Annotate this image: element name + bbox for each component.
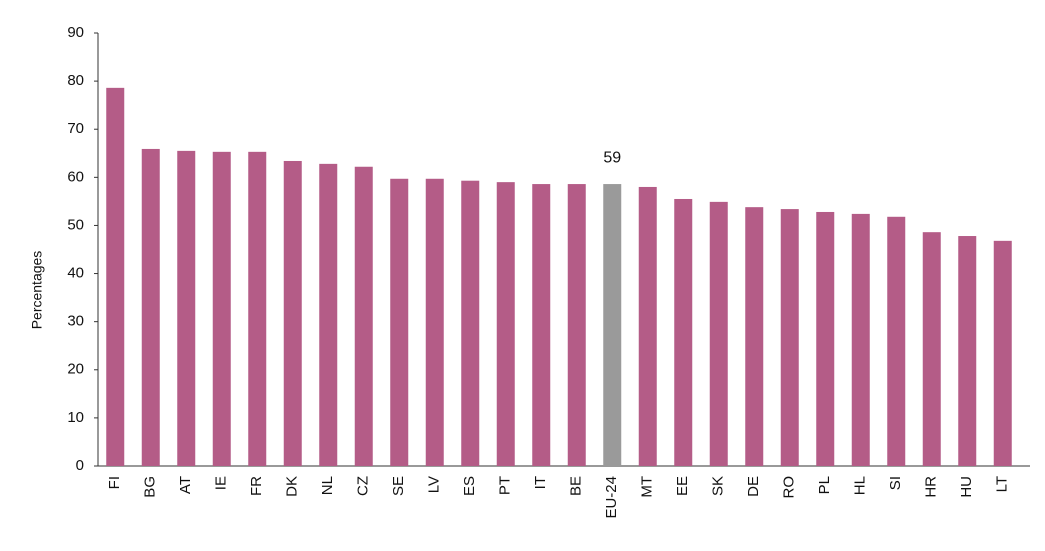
bar — [603, 184, 622, 466]
bar — [496, 182, 515, 466]
bar — [567, 184, 586, 466]
bar — [993, 240, 1012, 466]
bar — [674, 198, 693, 466]
y-tick-label: 40 — [67, 265, 84, 282]
y-tick-label: 50 — [67, 216, 84, 233]
bar — [958, 236, 977, 466]
x-tick-label: HR — [923, 476, 940, 498]
x-tick-label: SE — [390, 476, 407, 496]
x-tick-label: AT — [177, 476, 194, 494]
bar — [816, 211, 835, 466]
bar — [177, 150, 196, 466]
y-tick-label: 0 — [76, 457, 84, 474]
bar — [212, 151, 231, 466]
bar — [248, 151, 267, 466]
y-tick-label: 70 — [67, 120, 84, 137]
x-tick-label: EU-24 — [603, 476, 620, 519]
bar — [922, 232, 941, 466]
y-tick-label: 90 — [67, 24, 84, 41]
y-tick-label: 20 — [67, 361, 84, 378]
x-tick-label: MT — [639, 476, 656, 498]
bar — [425, 178, 444, 466]
x-tick-label: HU — [958, 476, 975, 498]
bar — [887, 216, 906, 466]
bar — [745, 207, 764, 466]
bar — [354, 166, 373, 466]
y-tick-label: 80 — [67, 72, 84, 89]
x-tick-label: FR — [248, 476, 265, 496]
x-tick-label: HL — [852, 476, 869, 495]
y-tick-label: 60 — [67, 168, 84, 185]
bar — [780, 209, 799, 466]
x-tick-label: LT — [994, 476, 1011, 492]
x-tick-label: SI — [887, 476, 904, 490]
x-tick-label: LV — [426, 476, 443, 493]
x-tick-label: DE — [745, 476, 762, 497]
x-tick-label: FI — [106, 476, 123, 489]
x-tick-label: PL — [816, 476, 833, 494]
bar — [141, 148, 160, 466]
x-tick-label: BG — [142, 476, 159, 498]
x-tick-label: IT — [532, 476, 549, 489]
x-tick-label: PT — [497, 476, 514, 495]
bar — [461, 180, 480, 466]
x-tick-label: SK — [710, 476, 727, 496]
x-tick-label: BE — [568, 476, 585, 496]
bar — [106, 87, 125, 466]
bar — [319, 163, 338, 466]
bar — [851, 213, 870, 466]
x-tick-label: NL — [319, 476, 336, 495]
bar — [532, 184, 551, 466]
bar — [709, 201, 728, 466]
bar — [390, 178, 409, 466]
x-tick-label: IE — [213, 476, 230, 490]
y-axis-label: Percentages — [29, 251, 45, 330]
bar — [283, 160, 302, 466]
y-tick-label: 30 — [67, 313, 84, 330]
value-label: 59 — [603, 149, 621, 166]
x-tick-label: RO — [781, 476, 798, 499]
y-tick-label: 10 — [67, 409, 84, 426]
x-tick-label: CZ — [355, 476, 372, 496]
bar — [638, 186, 657, 466]
x-tick-label: ES — [461, 476, 478, 496]
x-tick-label: DK — [284, 476, 301, 497]
x-tick-label: EE — [674, 476, 691, 496]
